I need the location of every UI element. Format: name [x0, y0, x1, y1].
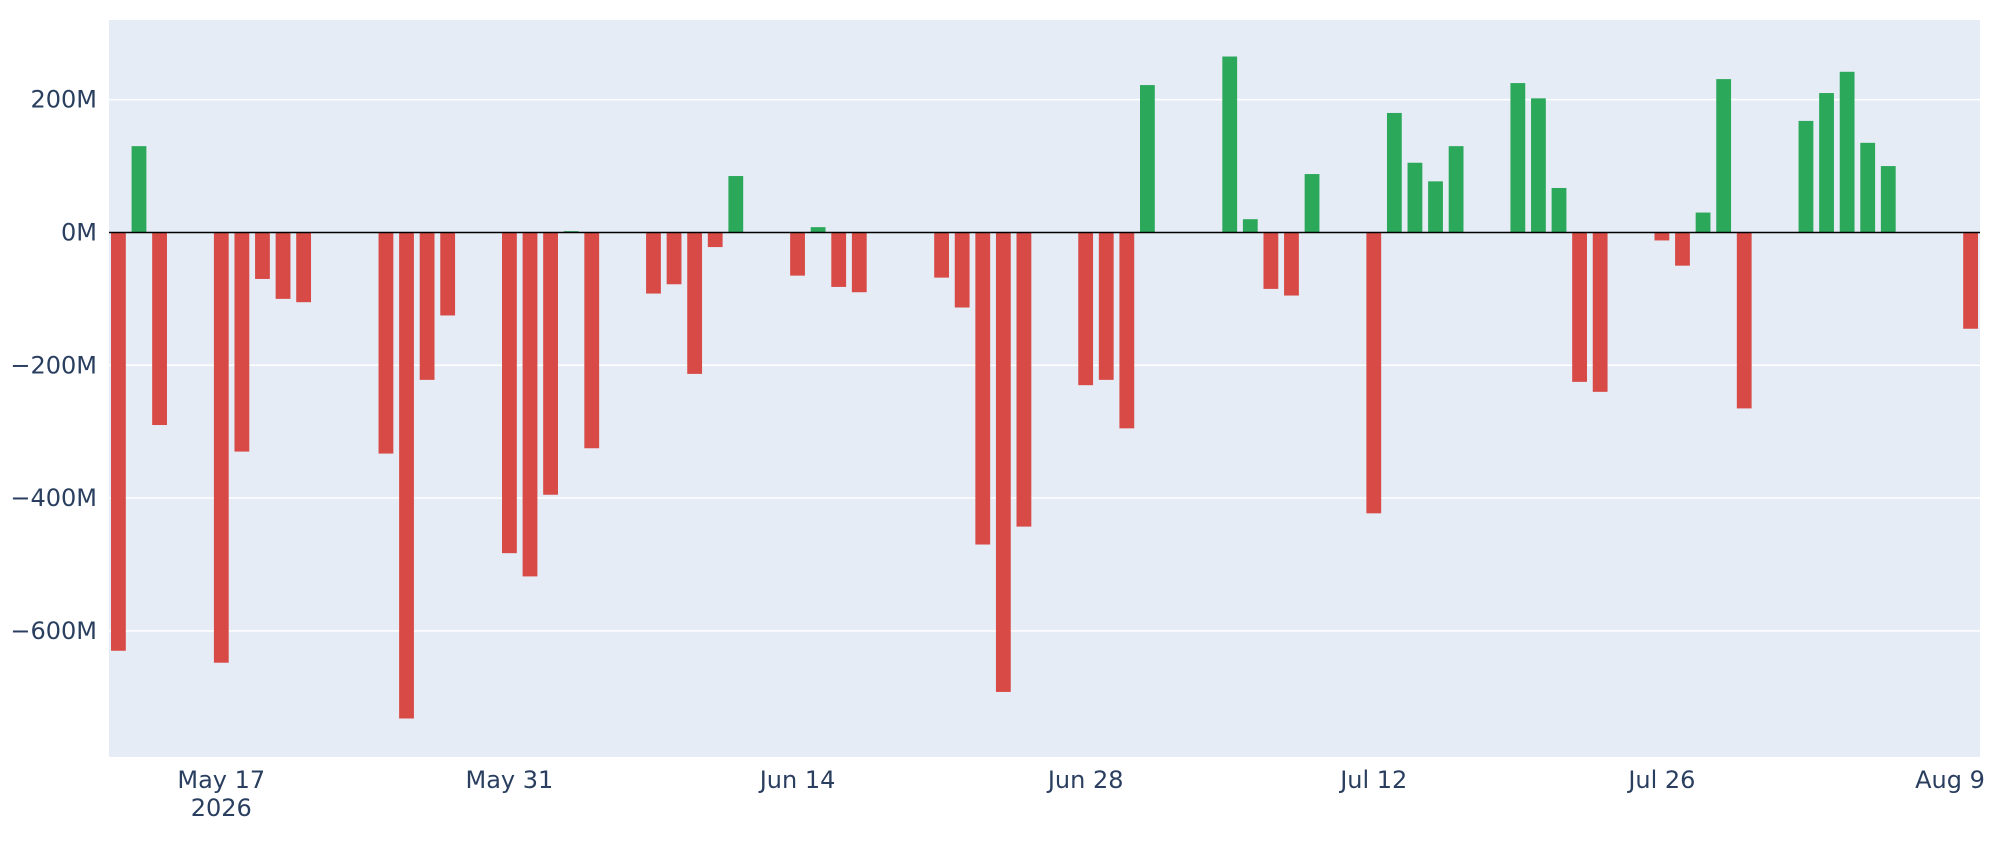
bar	[851, 232, 867, 293]
bar	[1736, 232, 1752, 409]
bar	[1695, 212, 1711, 233]
bar	[1284, 232, 1299, 296]
bar	[1551, 187, 1567, 233]
y-tick-label: −200M	[10, 351, 97, 379]
bar	[1448, 146, 1464, 233]
bar	[707, 232, 723, 248]
bar	[831, 232, 847, 287]
y-tick-label: 200M	[30, 86, 97, 114]
bar	[1819, 93, 1834, 233]
bar	[1592, 232, 1608, 392]
x-tick-label: Jun 14	[758, 766, 836, 794]
x-tick-label: Jul 26	[1626, 766, 1695, 794]
bar	[1098, 232, 1114, 380]
bar	[1407, 162, 1423, 233]
bar	[1839, 71, 1855, 233]
plot-background	[109, 20, 1980, 757]
bar	[1386, 112, 1402, 233]
bar	[111, 232, 126, 651]
bar	[1428, 181, 1443, 233]
bar	[1263, 232, 1279, 289]
x-tick-label: Jul 12	[1338, 766, 1407, 794]
y-tick-label: −400M	[10, 484, 97, 512]
x-tick-sublabel: 2026	[191, 794, 252, 822]
bar	[1572, 232, 1587, 382]
bar	[584, 232, 600, 449]
bar	[1016, 232, 1032, 527]
bar	[399, 232, 414, 719]
bar	[1675, 232, 1690, 266]
bar	[1078, 232, 1094, 386]
x-tick-label: Jun 28	[1046, 766, 1124, 794]
bar	[1140, 85, 1155, 233]
bar	[131, 146, 147, 233]
bar	[975, 232, 991, 545]
bar	[255, 232, 270, 279]
bar	[1860, 142, 1876, 233]
bar	[646, 232, 661, 294]
x-tick-label: May 31	[466, 766, 554, 794]
x-tick-label: May 17	[177, 766, 265, 794]
bar	[1880, 166, 1896, 233]
bar	[419, 232, 435, 380]
bar	[1654, 232, 1670, 241]
bar	[810, 227, 826, 233]
bar	[1119, 232, 1135, 429]
bar	[213, 232, 229, 663]
bar	[954, 232, 970, 308]
bar	[1510, 83, 1526, 233]
bar	[1798, 120, 1814, 233]
bar	[1242, 219, 1258, 233]
bar	[934, 232, 949, 278]
bar	[1222, 56, 1238, 233]
bars	[111, 56, 1978, 719]
bar	[378, 232, 394, 454]
bar	[543, 232, 558, 495]
bar	[687, 232, 703, 374]
bar	[666, 232, 682, 285]
y-tick-label: 0M	[61, 218, 97, 246]
bar	[1531, 98, 1546, 233]
bar	[1716, 79, 1732, 233]
bar	[502, 232, 517, 554]
bar	[995, 232, 1011, 692]
bar	[1366, 232, 1382, 514]
bar	[1963, 232, 1978, 329]
bar	[275, 232, 291, 299]
bar	[1304, 174, 1320, 233]
bar	[790, 232, 805, 276]
y-tick-label: −600M	[10, 617, 97, 645]
bar	[152, 232, 167, 426]
bar	[522, 232, 538, 577]
bar	[440, 232, 456, 316]
bar	[728, 176, 744, 233]
bar	[296, 232, 312, 303]
bar	[234, 232, 250, 452]
y-axis: 200M 0M −200M −400M −600M	[10, 86, 97, 645]
x-tick-label: Aug 9	[1915, 766, 1985, 794]
